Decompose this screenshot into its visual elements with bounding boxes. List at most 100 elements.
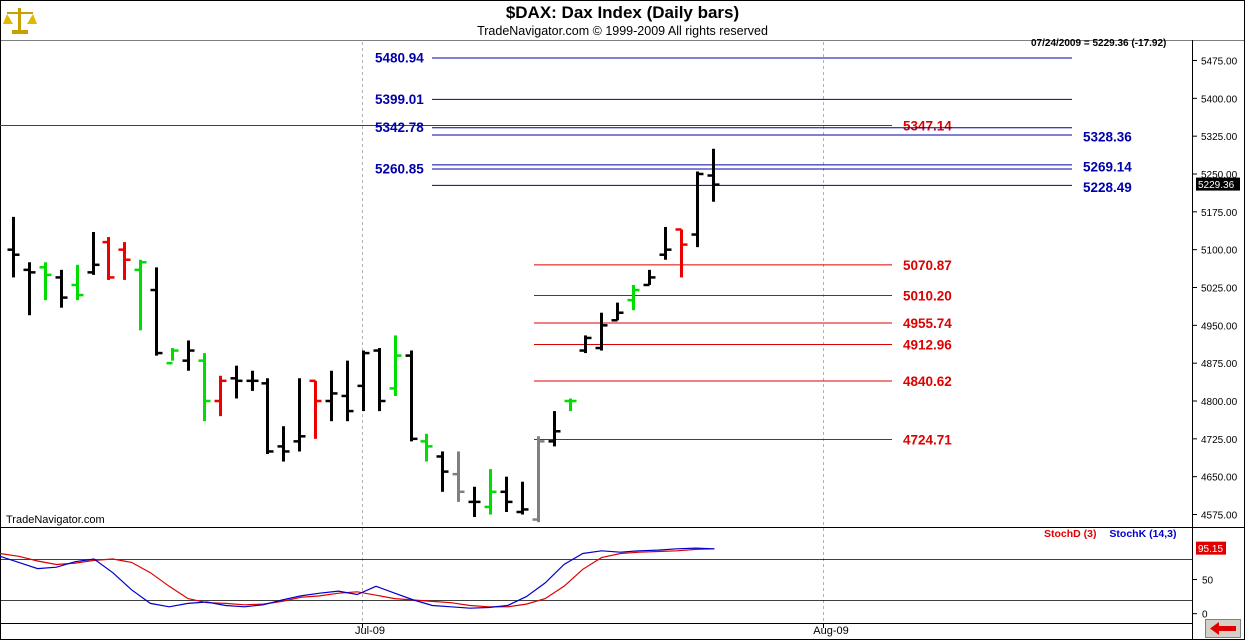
ohlc-bar	[277, 426, 290, 462]
price-tick-label: 4800.00	[1201, 397, 1238, 408]
ohlc-bar	[39, 262, 52, 301]
ohlc-bar	[230, 365, 243, 399]
scales-logo-icon[interactable]	[3, 4, 37, 36]
price-tick-label: 4950.00	[1201, 321, 1238, 332]
price-tick-label: 4575.00	[1201, 511, 1238, 522]
ohlc-bar	[595, 312, 608, 351]
ohlc-bar	[357, 350, 370, 412]
fib-retracement-label: 4840.62	[903, 374, 952, 389]
ohlc-bar	[564, 398, 577, 412]
ohlc-bar	[548, 411, 561, 447]
fib-retracement-label: 5347.14	[903, 118, 952, 133]
ohlc-bar	[659, 226, 672, 260]
ohlc-bar	[611, 302, 624, 322]
legend-stoch-k: StochK (14,3)	[1109, 528, 1177, 540]
ohlc-bar	[484, 469, 497, 515]
date-axis: Jul-09 Aug-09	[355, 623, 849, 637]
price-tick-label: 5400.00	[1201, 94, 1238, 105]
ohlc-bar	[420, 433, 433, 462]
ohlc-bar	[7, 216, 20, 278]
price-tick-label: 5475.00	[1201, 57, 1238, 68]
ohlc-bar	[198, 353, 211, 422]
stoch-tick-label: 50	[1202, 576, 1214, 587]
fib-retracement-label: 5010.20	[903, 288, 952, 303]
ohlc-bar	[452, 451, 465, 502]
fib-extension-label: 5260.85	[375, 162, 424, 177]
ohlc-bar	[246, 370, 259, 391]
ohlc-bar	[500, 476, 513, 512]
ohlc-bar	[261, 378, 274, 454]
fib-retracement-label: 4912.96	[903, 338, 952, 353]
ohlc-bar	[166, 348, 179, 365]
chart-title: $DAX: Dax Index (Daily bars)	[505, 3, 740, 22]
ohlc-bar	[675, 228, 688, 278]
fib-retracement-label: 5070.87	[903, 258, 952, 273]
fibonacci-levels: 5347.14 5070.87 5010.20 4955.74 4912.96 4840.…	[0, 51, 1132, 447]
ohlc-bar	[627, 284, 640, 311]
date-tick-label: Aug-09	[813, 625, 848, 637]
price-tick-label: 5250.00	[1201, 170, 1238, 181]
ohlc-bar	[293, 378, 306, 452]
ohlc-bar	[516, 481, 529, 515]
watermark: TradeNavigator.com	[6, 514, 105, 526]
fib-extension-label: 5328.36	[1083, 129, 1132, 144]
last-price-label: 5229.36	[1198, 180, 1235, 191]
ohlc-bar	[341, 360, 354, 422]
ohlc-bar	[102, 237, 115, 280]
fib-retracement-label: 4724.71	[903, 432, 952, 447]
stoch-k-line	[0, 547, 715, 609]
price-tick-label: 5025.00	[1201, 284, 1238, 295]
stochastic-panel: 50 0 95.15	[0, 541, 1226, 621]
stoch-last-label: 95.15	[1198, 544, 1223, 555]
chart-subtitle: TradeNavigator.com © 1999-2009 All right…	[477, 24, 768, 38]
ohlc-bar	[532, 436, 545, 523]
ohlc-bar	[707, 148, 720, 202]
ohlc-bar	[150, 267, 163, 356]
price-bars	[7, 148, 720, 523]
ohlc-bar	[182, 340, 195, 371]
ohlc-bar	[87, 232, 100, 275]
price-tick-label: 5325.00	[1201, 132, 1238, 143]
ohlc-bar	[468, 486, 481, 518]
ohlc-bar	[405, 350, 418, 442]
last-price-box	[1196, 177, 1240, 191]
fib-extension-label: 5399.01	[375, 92, 424, 107]
price-tick-label: 5100.00	[1201, 246, 1238, 257]
ohlc-bar	[55, 269, 68, 308]
ohlc-bar	[23, 262, 36, 316]
fib-extension-label: 5342.78	[375, 120, 424, 135]
stoch-tick-label: 0	[1202, 610, 1208, 621]
last-price-info: 07/24/2009 = 5229.36 (-17.92)	[1031, 38, 1167, 49]
stochastic-legend: StochD (3) StochK (14,3)	[1044, 528, 1177, 540]
ohlc-bar	[691, 171, 704, 248]
stoch-last-box	[1196, 541, 1226, 555]
price-tick-label: 4875.00	[1201, 359, 1238, 370]
fib-extension-label: 5480.94	[375, 51, 424, 66]
stoch-d-line	[0, 548, 715, 608]
price-tick-label: 4725.00	[1201, 435, 1238, 446]
ohlc-bar	[389, 335, 402, 396]
ohlc-bar	[71, 264, 84, 301]
legend-stoch-d: StochD (3)	[1044, 528, 1097, 540]
chart-grid	[362, 42, 824, 622]
ohlc-bar	[118, 242, 131, 280]
price-tick-label: 5175.00	[1201, 208, 1238, 219]
ohlc-bar	[643, 269, 656, 287]
ohlc-bar	[309, 379, 322, 439]
ohlc-bar	[134, 259, 147, 331]
fib-extension-label: 5269.14	[1083, 159, 1132, 174]
red-left-arrow-icon[interactable]	[1205, 619, 1241, 638]
fib-extension-label: 5228.49	[1083, 180, 1132, 195]
price-axis: 5475.00 5400.00 5325.00 5250.00 5175.00 5100.…	[1192, 57, 1240, 522]
date-tick-label: Jul-09	[355, 625, 385, 637]
ohlc-bar	[579, 335, 592, 354]
ohlc-bar	[325, 370, 338, 422]
ohlc-bar	[373, 348, 386, 412]
ohlc-bar	[436, 451, 449, 492]
ohlc-bar	[214, 375, 227, 417]
price-tick-label: 4650.00	[1201, 473, 1238, 484]
fib-retracement-label: 4955.74	[903, 316, 952, 331]
